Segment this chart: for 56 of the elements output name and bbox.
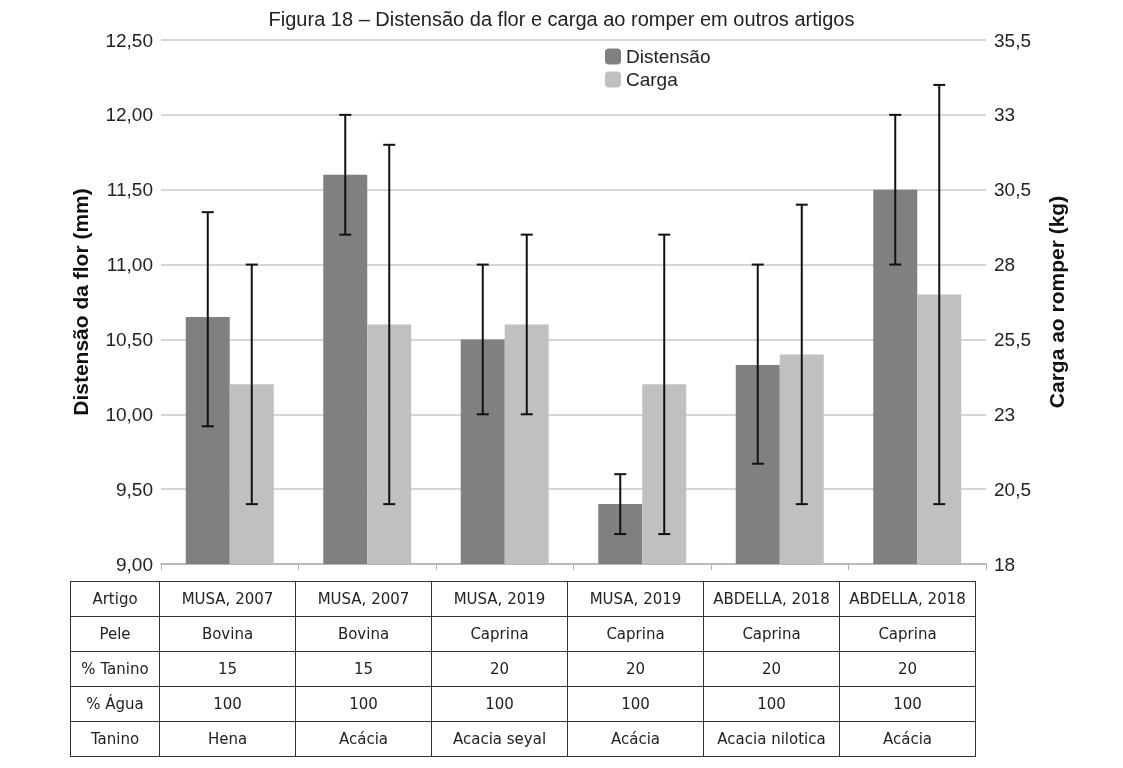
text: 100 [431, 686, 568, 722]
text: Acácia [567, 721, 704, 757]
text: 100 [839, 686, 976, 722]
text: 100 [159, 686, 296, 722]
y-tick-label: 10,50 [105, 328, 153, 350]
text: % Água [70, 686, 160, 722]
text: 20 [567, 651, 704, 687]
x-tick-label: MUSA, 2007 [159, 581, 296, 617]
text: Acacia nilotica [703, 721, 840, 757]
y2-tick-label: 30,5 [994, 179, 1031, 201]
y-tick-label: 10,00 [105, 403, 153, 425]
y2-tick-label: 33 [994, 104, 1016, 126]
y-tick-label: 12,00 [105, 104, 153, 126]
x-tick-label: MUSA, 2007 [295, 581, 432, 617]
x-tick-label: ABDELLA, 2018 [703, 581, 840, 617]
y-tick-label: 9,00 [116, 553, 153, 575]
y2-tick-label: 25,5 [994, 328, 1031, 350]
y2-tick-label: 20,5 [994, 478, 1031, 500]
x-tick-label: MUSA, 2019 [567, 581, 704, 617]
text: 15 [295, 651, 432, 687]
text: Caprina [839, 616, 976, 652]
text: 20 [431, 651, 568, 687]
y2-tick-label: 18 [994, 553, 1016, 575]
text: Bovina [159, 616, 296, 652]
text: Hena [159, 721, 296, 757]
text: 20 [703, 651, 840, 687]
text: % Tanino [70, 651, 160, 687]
text: Caprina [431, 616, 568, 652]
text: 100 [567, 686, 704, 722]
legend-label: Carga [626, 69, 679, 90]
x-tick-label: MUSA, 2019 [431, 581, 568, 617]
text: Acácia [295, 721, 432, 757]
text: 100 [295, 686, 432, 722]
y-tick-label: 9,50 [116, 478, 153, 500]
y-axis-title: Distensão da flor (mm) [69, 188, 92, 416]
text: 15 [159, 651, 296, 687]
legend-label: Distensão [626, 46, 711, 67]
text: Bovina [295, 616, 432, 652]
y-tick-label: 11,00 [106, 254, 153, 276]
text: Pele [70, 616, 160, 652]
y2-tick-label: 28 [994, 254, 1016, 276]
y2-tick-label: 35,5 [994, 29, 1031, 51]
text: 100 [703, 686, 840, 722]
text: Caprina [703, 616, 840, 652]
text: Tanino [70, 721, 160, 757]
y2-tick-label: 23 [994, 403, 1016, 425]
y-tick-label: 12,50 [105, 29, 153, 51]
text: 20 [839, 651, 976, 687]
text: Caprina [567, 616, 704, 652]
text: Acácia [839, 721, 976, 757]
text: Acacia seyal [431, 721, 568, 757]
x-tick-label: ABDELLA, 2018 [839, 581, 976, 617]
y2-axis-title: Carga ao romper (kg) [1045, 195, 1068, 409]
chart-title: Figura 18 – Distensão da flor e carga ao romper em outros artigos [268, 8, 855, 30]
text: Artigo [70, 581, 160, 617]
y-tick-label: 11,50 [106, 179, 153, 201]
